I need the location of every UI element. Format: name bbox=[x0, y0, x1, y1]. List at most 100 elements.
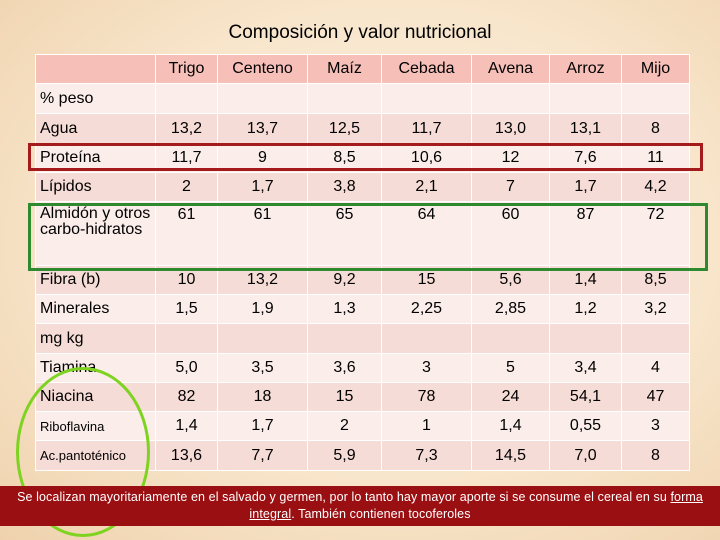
section-row-peso: % peso bbox=[35, 83, 690, 114]
cell: 60 bbox=[471, 201, 550, 266]
cell: 2,25 bbox=[381, 294, 472, 324]
row-label: Almidón y otros carbo-hidratos bbox=[35, 201, 156, 266]
cell: 3,2 bbox=[621, 294, 690, 324]
footer-text-after: . También contienen tocoferoles bbox=[291, 507, 471, 521]
cell: 12 bbox=[471, 143, 550, 173]
cell: 11,7 bbox=[381, 113, 472, 144]
cell: 2 bbox=[155, 172, 218, 202]
cell: 7,3 bbox=[381, 440, 472, 471]
cell: 3,6 bbox=[307, 353, 382, 383]
cell: 3,4 bbox=[549, 353, 622, 383]
cell: 1 bbox=[381, 411, 472, 441]
row-label: Proteína bbox=[35, 143, 156, 173]
cell: 8 bbox=[621, 440, 690, 471]
cell: 11 bbox=[621, 143, 690, 173]
cell: 78 bbox=[381, 382, 472, 412]
cell: 10 bbox=[155, 265, 218, 295]
cell: 0,55 bbox=[549, 411, 622, 441]
table-row: Fibra (b) 10 13,2 9,2 15 5,6 1,4 8,5 bbox=[35, 265, 690, 295]
table-row: Agua 13,2 13,7 12,5 11,7 13,0 13,1 8 bbox=[35, 113, 690, 144]
cell: 13,6 bbox=[155, 440, 218, 471]
footer-note: Se localizan mayoritariamente en el salv… bbox=[0, 486, 720, 526]
row-label: Tiamina bbox=[35, 353, 156, 383]
nutrition-table: Trigo Centeno Maíz Cebada Avena Arroz Mi… bbox=[35, 54, 690, 471]
cell: 2,85 bbox=[471, 294, 550, 324]
cell: 1,7 bbox=[549, 172, 622, 202]
header-corner bbox=[35, 54, 156, 84]
col-header-trigo: Trigo bbox=[155, 54, 218, 84]
cell: 1,4 bbox=[549, 265, 622, 295]
cell: 8,5 bbox=[621, 265, 690, 295]
row-label: Agua bbox=[35, 113, 156, 144]
cell: 4,2 bbox=[621, 172, 690, 202]
cell: 1,7 bbox=[217, 411, 308, 441]
cell: 1,3 bbox=[307, 294, 382, 324]
cell: 72 bbox=[621, 201, 690, 266]
cell: 12,5 bbox=[307, 113, 382, 144]
cell: 14,5 bbox=[471, 440, 550, 471]
section-label-peso: % peso bbox=[35, 83, 156, 114]
cell: 54,1 bbox=[549, 382, 622, 412]
table-row: Ac.pantoténico 13,6 7,7 5,9 7,3 14,5 7,0… bbox=[35, 440, 690, 471]
cell: 11,7 bbox=[155, 143, 218, 173]
footer-text-underlined: forma integral bbox=[249, 490, 703, 521]
row-label: Niacina bbox=[35, 382, 156, 412]
cell: 10,6 bbox=[381, 143, 472, 173]
cell: 1,4 bbox=[155, 411, 218, 441]
section-label-mg: mg kg bbox=[35, 323, 156, 354]
cell: 61 bbox=[217, 201, 308, 266]
col-header-maiz: Maíz bbox=[307, 54, 382, 84]
cell: 61 bbox=[155, 201, 218, 266]
row-label: Minerales bbox=[35, 294, 156, 324]
col-header-arroz: Arroz bbox=[549, 54, 622, 84]
col-header-avena: Avena bbox=[471, 54, 550, 84]
cell: 3 bbox=[381, 353, 472, 383]
cell: 47 bbox=[621, 382, 690, 412]
table-row: Proteína 11,7 9 8,5 10,6 12 7,6 11 bbox=[35, 143, 690, 173]
cell: 15 bbox=[307, 382, 382, 412]
cell: 87 bbox=[549, 201, 622, 266]
cell: 8 bbox=[621, 113, 690, 144]
cell: 5,9 bbox=[307, 440, 382, 471]
cell: 7,0 bbox=[549, 440, 622, 471]
cell: 13,0 bbox=[471, 113, 550, 144]
cell: 7,7 bbox=[217, 440, 308, 471]
cell: 13,1 bbox=[549, 113, 622, 144]
cell: 9,2 bbox=[307, 265, 382, 295]
table-row: Tiamina 5,0 3,5 3,6 3 5 3,4 4 bbox=[35, 353, 690, 383]
cell: 1,9 bbox=[217, 294, 308, 324]
cell: 24 bbox=[471, 382, 550, 412]
col-header-mijo: Mijo bbox=[621, 54, 690, 84]
table-row: Lípidos 2 1,7 3,8 2,1 7 1,7 4,2 bbox=[35, 172, 690, 202]
cell: 13,2 bbox=[217, 265, 308, 295]
cell: 5,6 bbox=[471, 265, 550, 295]
row-label: Riboflavina bbox=[35, 411, 156, 441]
cell: 7,6 bbox=[549, 143, 622, 173]
row-label: Ac.pantoténico bbox=[35, 440, 156, 471]
cell: 64 bbox=[381, 201, 472, 266]
col-header-centeno: Centeno bbox=[217, 54, 308, 84]
cell: 15 bbox=[381, 265, 472, 295]
slide-title: Composición y valor nutricional bbox=[228, 22, 492, 43]
header-row: Trigo Centeno Maíz Cebada Avena Arroz Mi… bbox=[35, 54, 690, 84]
cell: 5,0 bbox=[155, 353, 218, 383]
cell: 1,4 bbox=[471, 411, 550, 441]
cell: 3 bbox=[621, 411, 690, 441]
cell: 82 bbox=[155, 382, 218, 412]
cell: 2,1 bbox=[381, 172, 472, 202]
cell: 65 bbox=[307, 201, 382, 266]
cell: 18 bbox=[217, 382, 308, 412]
section-row-mg: mg kg bbox=[35, 323, 690, 354]
table-row: Minerales 1,5 1,9 1,3 2,25 2,85 1,2 3,2 bbox=[35, 294, 690, 324]
col-header-cebada: Cebada bbox=[381, 54, 472, 84]
table-row: Niacina 82 18 15 78 24 54,1 47 bbox=[35, 382, 690, 412]
cell: 9 bbox=[217, 143, 308, 173]
cell: 3,5 bbox=[217, 353, 308, 383]
row-label: Lípidos bbox=[35, 172, 156, 202]
cell: 1,5 bbox=[155, 294, 218, 324]
cell: 13,2 bbox=[155, 113, 218, 144]
row-label: Fibra (b) bbox=[35, 265, 156, 295]
cell: 1,7 bbox=[217, 172, 308, 202]
cell: 5 bbox=[471, 353, 550, 383]
cell: 3,8 bbox=[307, 172, 382, 202]
